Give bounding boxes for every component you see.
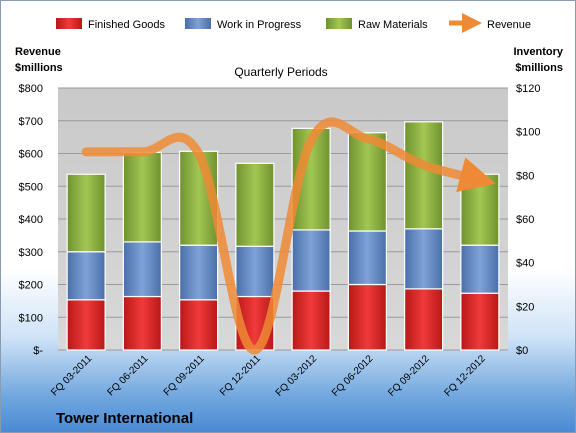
bar-work-in-progress <box>404 228 444 290</box>
x-axis-tick-label: FQ 03-2011 <box>49 353 94 398</box>
right-axis-tick-label: $20 <box>516 301 534 313</box>
left-axis-tick-label: $700 <box>19 116 43 128</box>
legend-swatch-work-in-progress <box>185 18 211 29</box>
bar-finished-goods <box>404 288 444 351</box>
legend-finished-goods: Finished Goods <box>88 19 166 31</box>
left-axis-tick-label: $800 <box>19 83 43 95</box>
bar-raw-materials <box>460 173 500 246</box>
legend-work-in-progress: Work in Progress <box>217 19 302 31</box>
revenue-line <box>81 117 496 355</box>
left-axis-tick-label: $300 <box>19 247 43 259</box>
right-axis-tick-label: $80 <box>516 170 534 182</box>
right-axis-tick-label: $120 <box>516 83 540 95</box>
left-axis-tick-label: $- <box>33 345 43 357</box>
bar-raw-materials <box>347 132 387 232</box>
left-axis-tick-label: $400 <box>19 214 43 226</box>
bar-raw-materials <box>122 151 162 243</box>
bar-work-in-progress <box>179 244 219 301</box>
x-axis-tick-label: FQ 06-2012 <box>330 353 376 399</box>
bar-finished-goods <box>347 283 387 351</box>
revenue-line-group <box>81 117 496 355</box>
bar-work-in-progress <box>460 244 500 294</box>
bar-finished-goods <box>122 295 162 351</box>
bar-raw-materials <box>404 121 444 230</box>
bar-work-in-progress <box>235 245 275 298</box>
chart-title: Quarterly Periods <box>234 65 327 79</box>
left-axis-tick-label: $600 <box>19 149 43 161</box>
left-axis-tick-label: $500 <box>19 181 43 193</box>
legend-swatch-finished-goods <box>56 18 82 29</box>
legend: Finished Goods Work in Progress Raw Mate… <box>56 13 531 33</box>
bar-raw-materials <box>66 173 106 253</box>
left-axis-label-line1: Revenue <box>15 46 61 58</box>
x-axis-tick-label: FQ 12-2012 <box>442 353 488 399</box>
bar-work-in-progress <box>122 241 162 298</box>
bar-finished-goods <box>291 290 331 351</box>
left-axis-label-line2: $millions <box>15 62 63 74</box>
right-axis-label-line1: Inventory <box>513 46 563 58</box>
bar-finished-goods <box>179 299 219 351</box>
bar-work-in-progress <box>347 230 387 286</box>
bar-raw-materials <box>235 162 275 247</box>
right-axis-tick-label: $0 <box>516 345 528 357</box>
bar-work-in-progress <box>66 251 106 301</box>
company-name: Tower International <box>56 410 193 427</box>
bars-group <box>66 121 500 351</box>
x-axis-tick-label: FQ 09-2011 <box>162 353 207 398</box>
left-axis-tick-label: $100 <box>19 312 43 324</box>
right-axis-label-line2: $millions <box>515 62 563 74</box>
x-axis-tick-label: FQ 03-2012 <box>274 353 320 399</box>
right-axis-tick-label: $100 <box>516 127 540 139</box>
bar-work-in-progress <box>291 229 331 292</box>
x-axis-tick-label: FQ 09-2012 <box>386 353 432 399</box>
bar-finished-goods <box>460 292 500 351</box>
x-axis-tick-label: FQ 12-2011 <box>218 353 263 398</box>
legend-swatch-raw-materials <box>326 18 352 29</box>
x-axis-tick-label: FQ 06-2011 <box>106 353 151 398</box>
right-axis-tick-label: $60 <box>516 214 534 226</box>
left-axis-tick-label: $200 <box>19 280 43 292</box>
bar-finished-goods <box>66 299 106 351</box>
legend-revenue: Revenue <box>487 19 531 31</box>
legend-raw-materials: Raw Materials <box>358 19 428 31</box>
right-axis-tick-label: $40 <box>516 258 534 270</box>
